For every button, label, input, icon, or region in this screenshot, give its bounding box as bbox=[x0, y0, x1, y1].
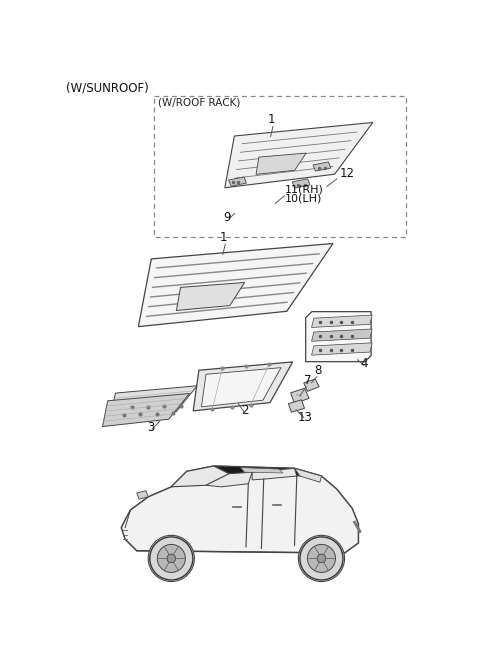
Circle shape bbox=[150, 537, 193, 580]
Text: 1: 1 bbox=[220, 231, 228, 244]
Text: 1: 1 bbox=[268, 113, 275, 127]
Text: 2: 2 bbox=[240, 405, 248, 417]
Polygon shape bbox=[304, 379, 319, 392]
Text: 9: 9 bbox=[223, 211, 230, 224]
Polygon shape bbox=[228, 177, 246, 186]
Polygon shape bbox=[256, 153, 306, 174]
Polygon shape bbox=[177, 283, 245, 310]
Circle shape bbox=[317, 554, 326, 563]
Polygon shape bbox=[295, 468, 322, 482]
Text: 4: 4 bbox=[360, 358, 368, 371]
Polygon shape bbox=[306, 312, 371, 361]
Polygon shape bbox=[252, 468, 297, 480]
Circle shape bbox=[299, 535, 345, 581]
Polygon shape bbox=[313, 162, 331, 171]
Polygon shape bbox=[138, 243, 333, 327]
Polygon shape bbox=[288, 400, 304, 412]
Text: 12: 12 bbox=[340, 167, 355, 180]
Circle shape bbox=[148, 535, 194, 581]
Text: 3: 3 bbox=[147, 421, 154, 434]
Bar bbox=[154, 96, 406, 237]
Polygon shape bbox=[240, 468, 283, 473]
Polygon shape bbox=[292, 179, 310, 188]
Polygon shape bbox=[103, 394, 190, 426]
Polygon shape bbox=[171, 466, 229, 487]
Circle shape bbox=[167, 554, 176, 563]
Polygon shape bbox=[202, 367, 281, 407]
Polygon shape bbox=[121, 466, 359, 553]
Polygon shape bbox=[193, 362, 293, 411]
Text: 13: 13 bbox=[298, 411, 313, 424]
Polygon shape bbox=[312, 329, 372, 341]
Text: 8: 8 bbox=[315, 364, 322, 377]
Text: 11(RH): 11(RH) bbox=[285, 185, 324, 195]
Text: 10(LH): 10(LH) bbox=[285, 194, 322, 204]
Text: (W/SUNROOF): (W/SUNROOF) bbox=[66, 81, 149, 94]
Polygon shape bbox=[110, 386, 197, 419]
Polygon shape bbox=[291, 388, 309, 403]
Circle shape bbox=[157, 544, 185, 573]
Text: 7: 7 bbox=[304, 375, 312, 388]
Polygon shape bbox=[214, 466, 322, 476]
Polygon shape bbox=[312, 343, 372, 355]
Circle shape bbox=[300, 537, 343, 580]
Text: (W/ROOF RACK): (W/ROOF RACK) bbox=[158, 98, 240, 108]
Polygon shape bbox=[206, 472, 252, 487]
Polygon shape bbox=[225, 123, 373, 188]
Polygon shape bbox=[312, 315, 372, 327]
Polygon shape bbox=[137, 491, 148, 499]
Circle shape bbox=[308, 544, 336, 573]
